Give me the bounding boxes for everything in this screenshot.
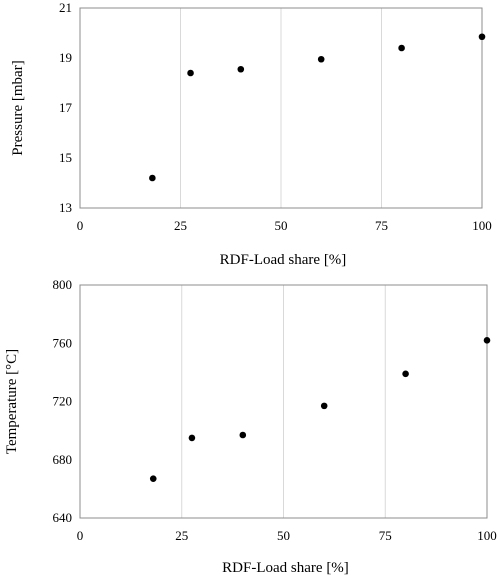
x-tick-label: 50 xyxy=(277,528,290,543)
data-point xyxy=(237,65,245,73)
y-tick-label: 17 xyxy=(59,100,73,115)
data-point xyxy=(149,174,156,182)
data-point xyxy=(317,55,325,63)
y-tick-label: 800 xyxy=(53,277,73,292)
data-point xyxy=(483,337,491,344)
data-point xyxy=(149,475,157,482)
y-tick-label: 21 xyxy=(59,0,72,15)
x-axis-label: RDF-Load share [%] xyxy=(220,252,347,268)
x-tick-label: 100 xyxy=(472,218,492,233)
data-point xyxy=(320,402,328,410)
x-tick-label: 75 xyxy=(379,528,392,543)
x-axis-label: RDF-Load share [%] xyxy=(222,560,349,576)
data-point xyxy=(402,370,409,378)
x-tick-label: 50 xyxy=(275,218,288,233)
x-tick-label: 75 xyxy=(375,218,388,233)
y-tick-label: 15 xyxy=(59,150,72,165)
y-axis-label: Temperature [°C] xyxy=(4,349,20,454)
data-point xyxy=(239,431,247,439)
plot-area xyxy=(79,7,483,209)
y-tick-label: 13 xyxy=(59,200,72,215)
x-tick-label: 0 xyxy=(77,218,84,233)
data-point xyxy=(398,44,405,52)
data-point xyxy=(188,434,196,442)
x-tick-label: 100 xyxy=(477,528,497,543)
x-tick-label: 0 xyxy=(77,528,84,543)
y-tick-label: 680 xyxy=(53,452,73,467)
y-axis-label: Pressure [mbar] xyxy=(10,60,26,155)
chart-2: 0 25 50 75 100 640 680 720 760 800 RDF-Load share … xyxy=(4,277,497,576)
y-tick-label: 720 xyxy=(53,394,73,409)
y-tick-label: 640 xyxy=(53,510,73,525)
y-tick-label: 19 xyxy=(59,50,72,65)
y-tick-label: 760 xyxy=(53,335,73,350)
chart-1: 0 25 50 75 100 13 15 17 19 21 RDF-Load share [%] Pr… xyxy=(10,0,492,268)
data-point xyxy=(478,33,486,41)
plot-area xyxy=(79,284,488,519)
x-tick-label: 25 xyxy=(174,218,187,233)
data-point xyxy=(187,69,194,77)
x-tick-label: 25 xyxy=(175,528,188,543)
